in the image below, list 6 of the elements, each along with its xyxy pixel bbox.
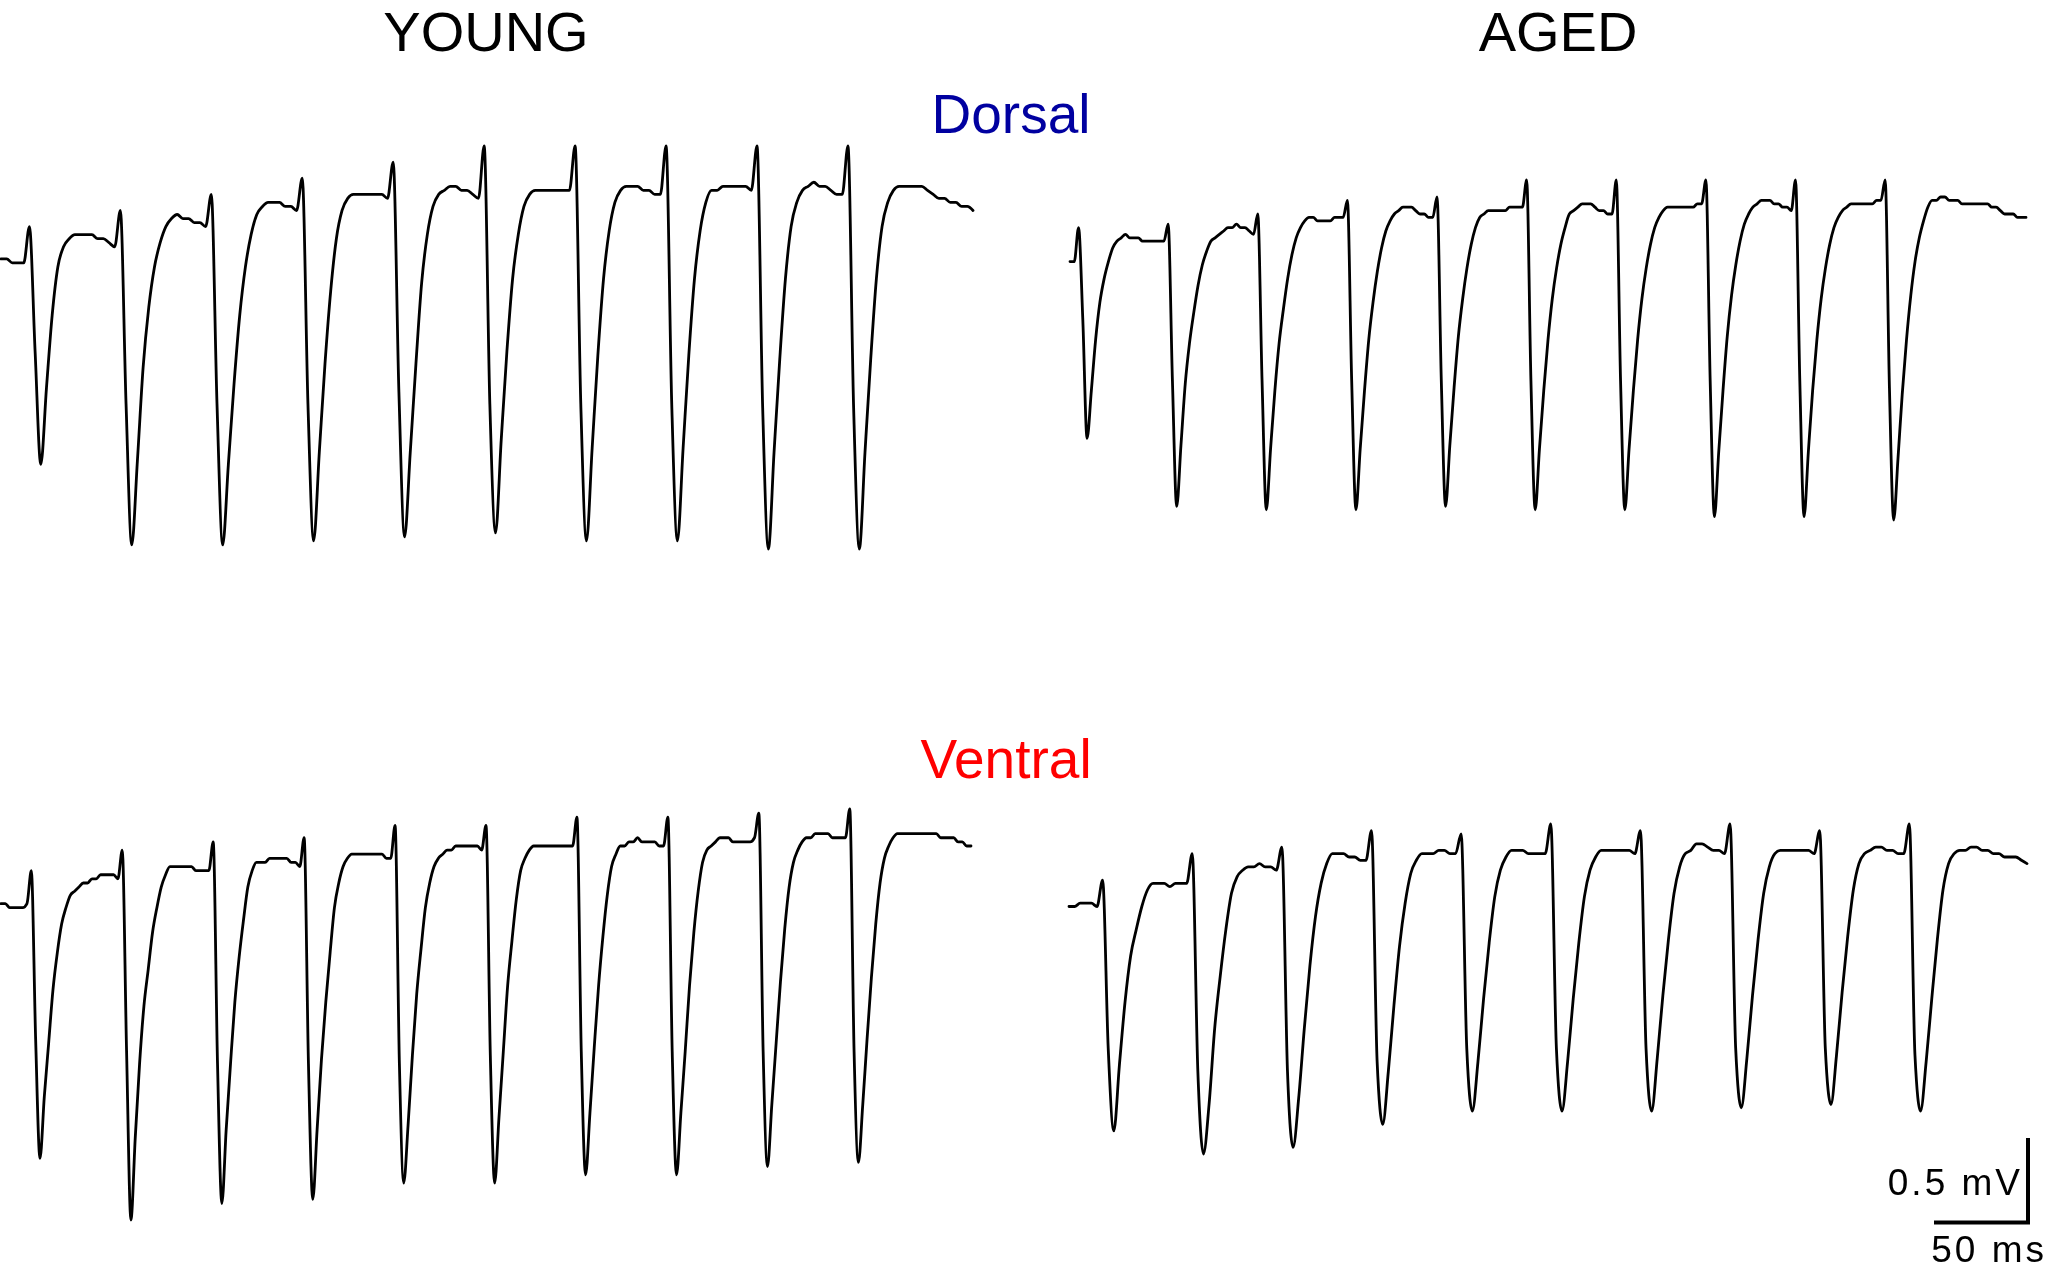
chart-subtitle: Dorsal [931, 83, 1091, 145]
chart-title: YOUNG [383, 0, 589, 63]
chart-subtitle: Ventral [920, 728, 1092, 790]
chart-title: AGED [1478, 0, 1638, 63]
text: 50 ms [1931, 1229, 2047, 1270]
text: 0.5 mV [1887, 1162, 2023, 1203]
